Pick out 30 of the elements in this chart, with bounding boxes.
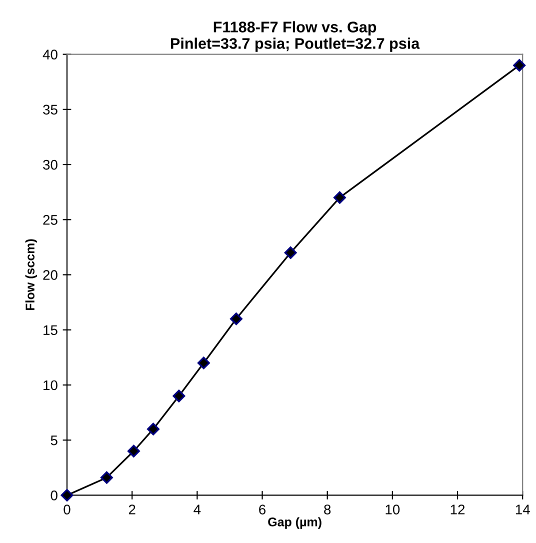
point: [197, 356, 210, 370]
x-tick-label: 8: [324, 504, 331, 514]
point: [284, 246, 297, 259]
y-tick-label: 35: [43, 104, 58, 115]
x-tick-label: 4: [194, 504, 201, 514]
x-tick-label: 2: [128, 504, 136, 514]
x-tick-label: 12: [450, 504, 465, 514]
point: [60, 488, 74, 502]
point: [230, 312, 242, 326]
y-tick-label: 5: [50, 436, 58, 446]
y-tick-label: 15: [44, 325, 58, 336]
point: [172, 390, 186, 402]
y-tick-label: 40: [42, 50, 58, 60]
x-tick-label: 10: [386, 504, 400, 514]
y-tick-label: 20: [43, 270, 58, 280]
point: [100, 471, 113, 484]
x-tick-label: 0: [64, 504, 70, 514]
x-tick-label: 6: [259, 504, 266, 514]
y-tick-label: 25: [43, 214, 58, 225]
x-tick-label: 14: [516, 504, 530, 514]
point: [147, 422, 160, 436]
y-tick-label: 10: [44, 380, 58, 390]
point: [513, 59, 526, 72]
x-axis-title: Gap (µm): [268, 517, 322, 529]
chart-title: F1188-F7 Flow vs. Gap Pinlet=33.7 psia; Poutlet=32.7 psia: [171, 21, 420, 52]
y-tick-label: 0: [50, 490, 58, 500]
y-tick-label: 30: [43, 160, 58, 170]
point: [333, 191, 346, 204]
y-axis-title: Flow (sccm): [25, 239, 37, 310]
point: [127, 444, 140, 458]
